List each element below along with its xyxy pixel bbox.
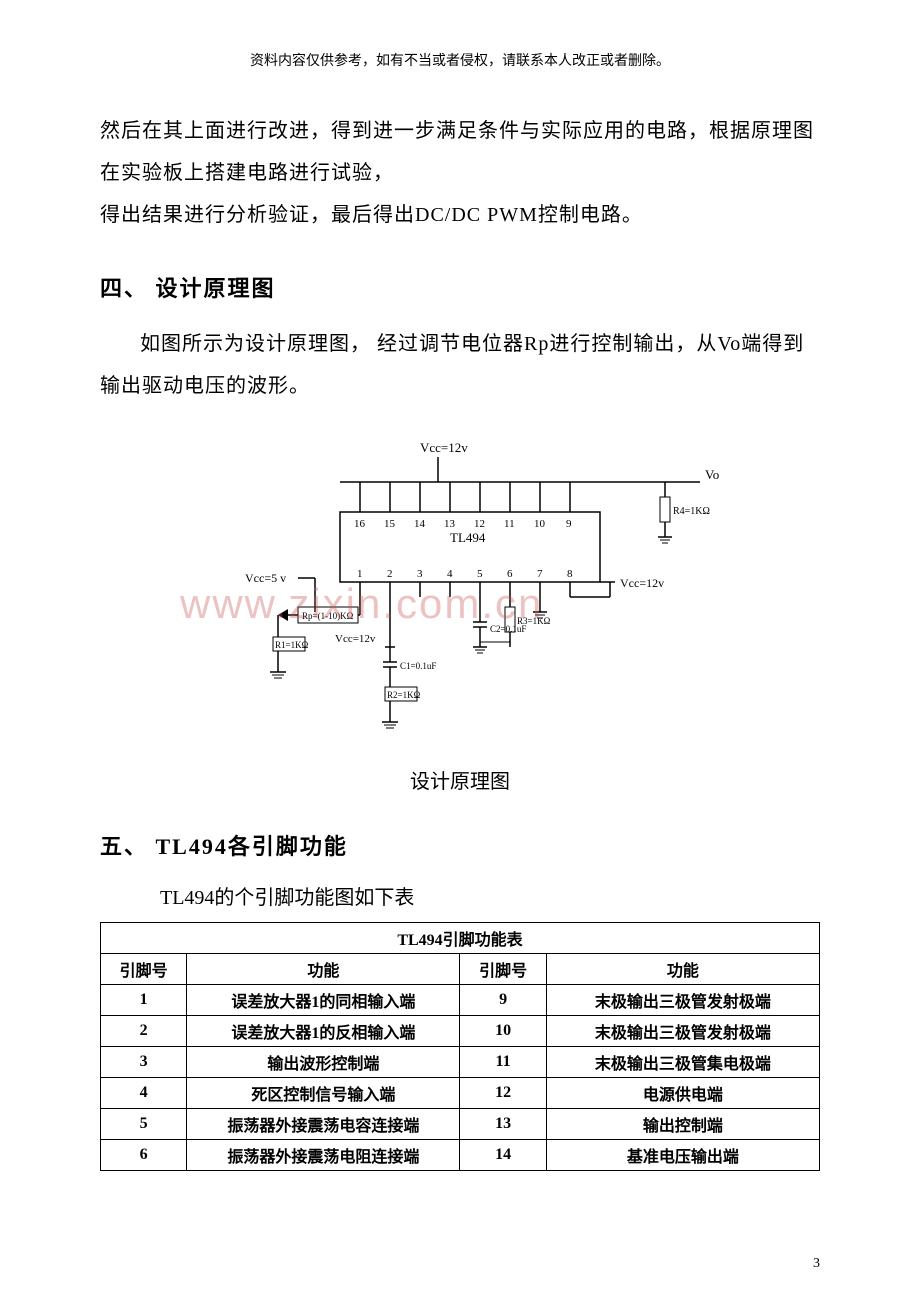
svg-text:14: 14 [414,518,426,530]
svg-text:3: 3 [417,568,423,580]
table-row: 1误差放大器1的同相输入端9末极输出三极管发射极端 [101,985,820,1016]
pin-function-table: TL494引脚功能表 引脚号 功能 引脚号 功能 1误差放大器1的同相输入端9末… [100,922,820,1171]
table-row: 2误差放大器1的反相输入端10末极输出三极管发射极端 [101,1016,820,1047]
r1-label: R1=1KΩ [275,640,309,650]
section-5-intro: TL494的个引脚功能图如下表 [100,881,820,910]
table-row: 5振荡器外接震荡电容连接端13输出控制端 [101,1109,820,1140]
header-note: 资料内容仅供参考，如有不当或者侵权，请联系本人改正或者删除。 [100,50,820,70]
svg-text:13: 13 [444,518,456,530]
table-row: 4死区控制信号输入端12电源供电端 [101,1078,820,1109]
circuit-diagram: Vcc=12v Vo R4=1KΩ TL494 16 15 14 13 12 [100,437,820,794]
svg-text:7: 7 [537,568,543,580]
r3-label: R3=1KΩ [517,616,551,626]
c1-label: C1=0.1uF [400,661,436,671]
paragraph-1: 然后在其上面进行改进，得到进一步满足条件与实际应用的电路，根据原理图在实验板上搭… [100,110,820,194]
diagram-caption: 设计原理图 [410,765,510,794]
table-row: 3输出波形控制端11末极输出三极管集电极端 [101,1047,820,1078]
svg-text:8: 8 [567,568,573,580]
circuit-svg: Vcc=12v Vo R4=1KΩ TL494 16 15 14 13 12 [190,437,730,757]
section-4-intro: 如图所示为设计原理图， 经过调节电位器Rp进行控制输出，从Vo端得到输出驱动电压… [100,323,820,407]
svg-text:10: 10 [534,518,546,530]
r2-label: R2=1KΩ [387,690,421,700]
vcc5-label: Vcc=5 v [245,571,286,585]
vcc12-mid-label: Vcc=12v [335,633,376,645]
svg-text:12: 12 [474,518,485,530]
table-title: TL494引脚功能表 [101,923,820,954]
section-4-title: 四、 设计原理图 [100,271,820,303]
paragraph-2: 得出结果进行分析验证，最后得出DC/DC PWM控制电路。 [100,194,820,236]
svg-text:16: 16 [354,518,366,530]
svg-text:11: 11 [504,518,515,530]
chip-label: TL494 [450,530,486,545]
table-header-row: 引脚号 功能 引脚号 功能 [101,954,820,985]
svg-text:5: 5 [477,568,483,580]
vo-label: Vo [705,467,719,482]
page-number: 3 [813,1256,820,1272]
r4-label: R4=1KΩ [673,506,710,517]
svg-text:1: 1 [357,568,363,580]
svg-text:9: 9 [566,518,572,530]
vcc12-top-label: Vcc=12v [420,440,468,455]
svg-text:15: 15 [384,518,396,530]
svg-text:4: 4 [447,568,453,580]
svg-text:6: 6 [507,568,513,580]
section-5-title: 五、 TL494各引脚功能 [100,829,820,861]
svg-text:2: 2 [387,568,393,580]
vcc12-right-label: Vcc=12v [620,576,664,590]
rp-label: Rp=(1-10)KΩ [302,611,354,621]
table-row: 6振荡器外接震荡电阻连接端14基准电压输出端 [101,1140,820,1171]
